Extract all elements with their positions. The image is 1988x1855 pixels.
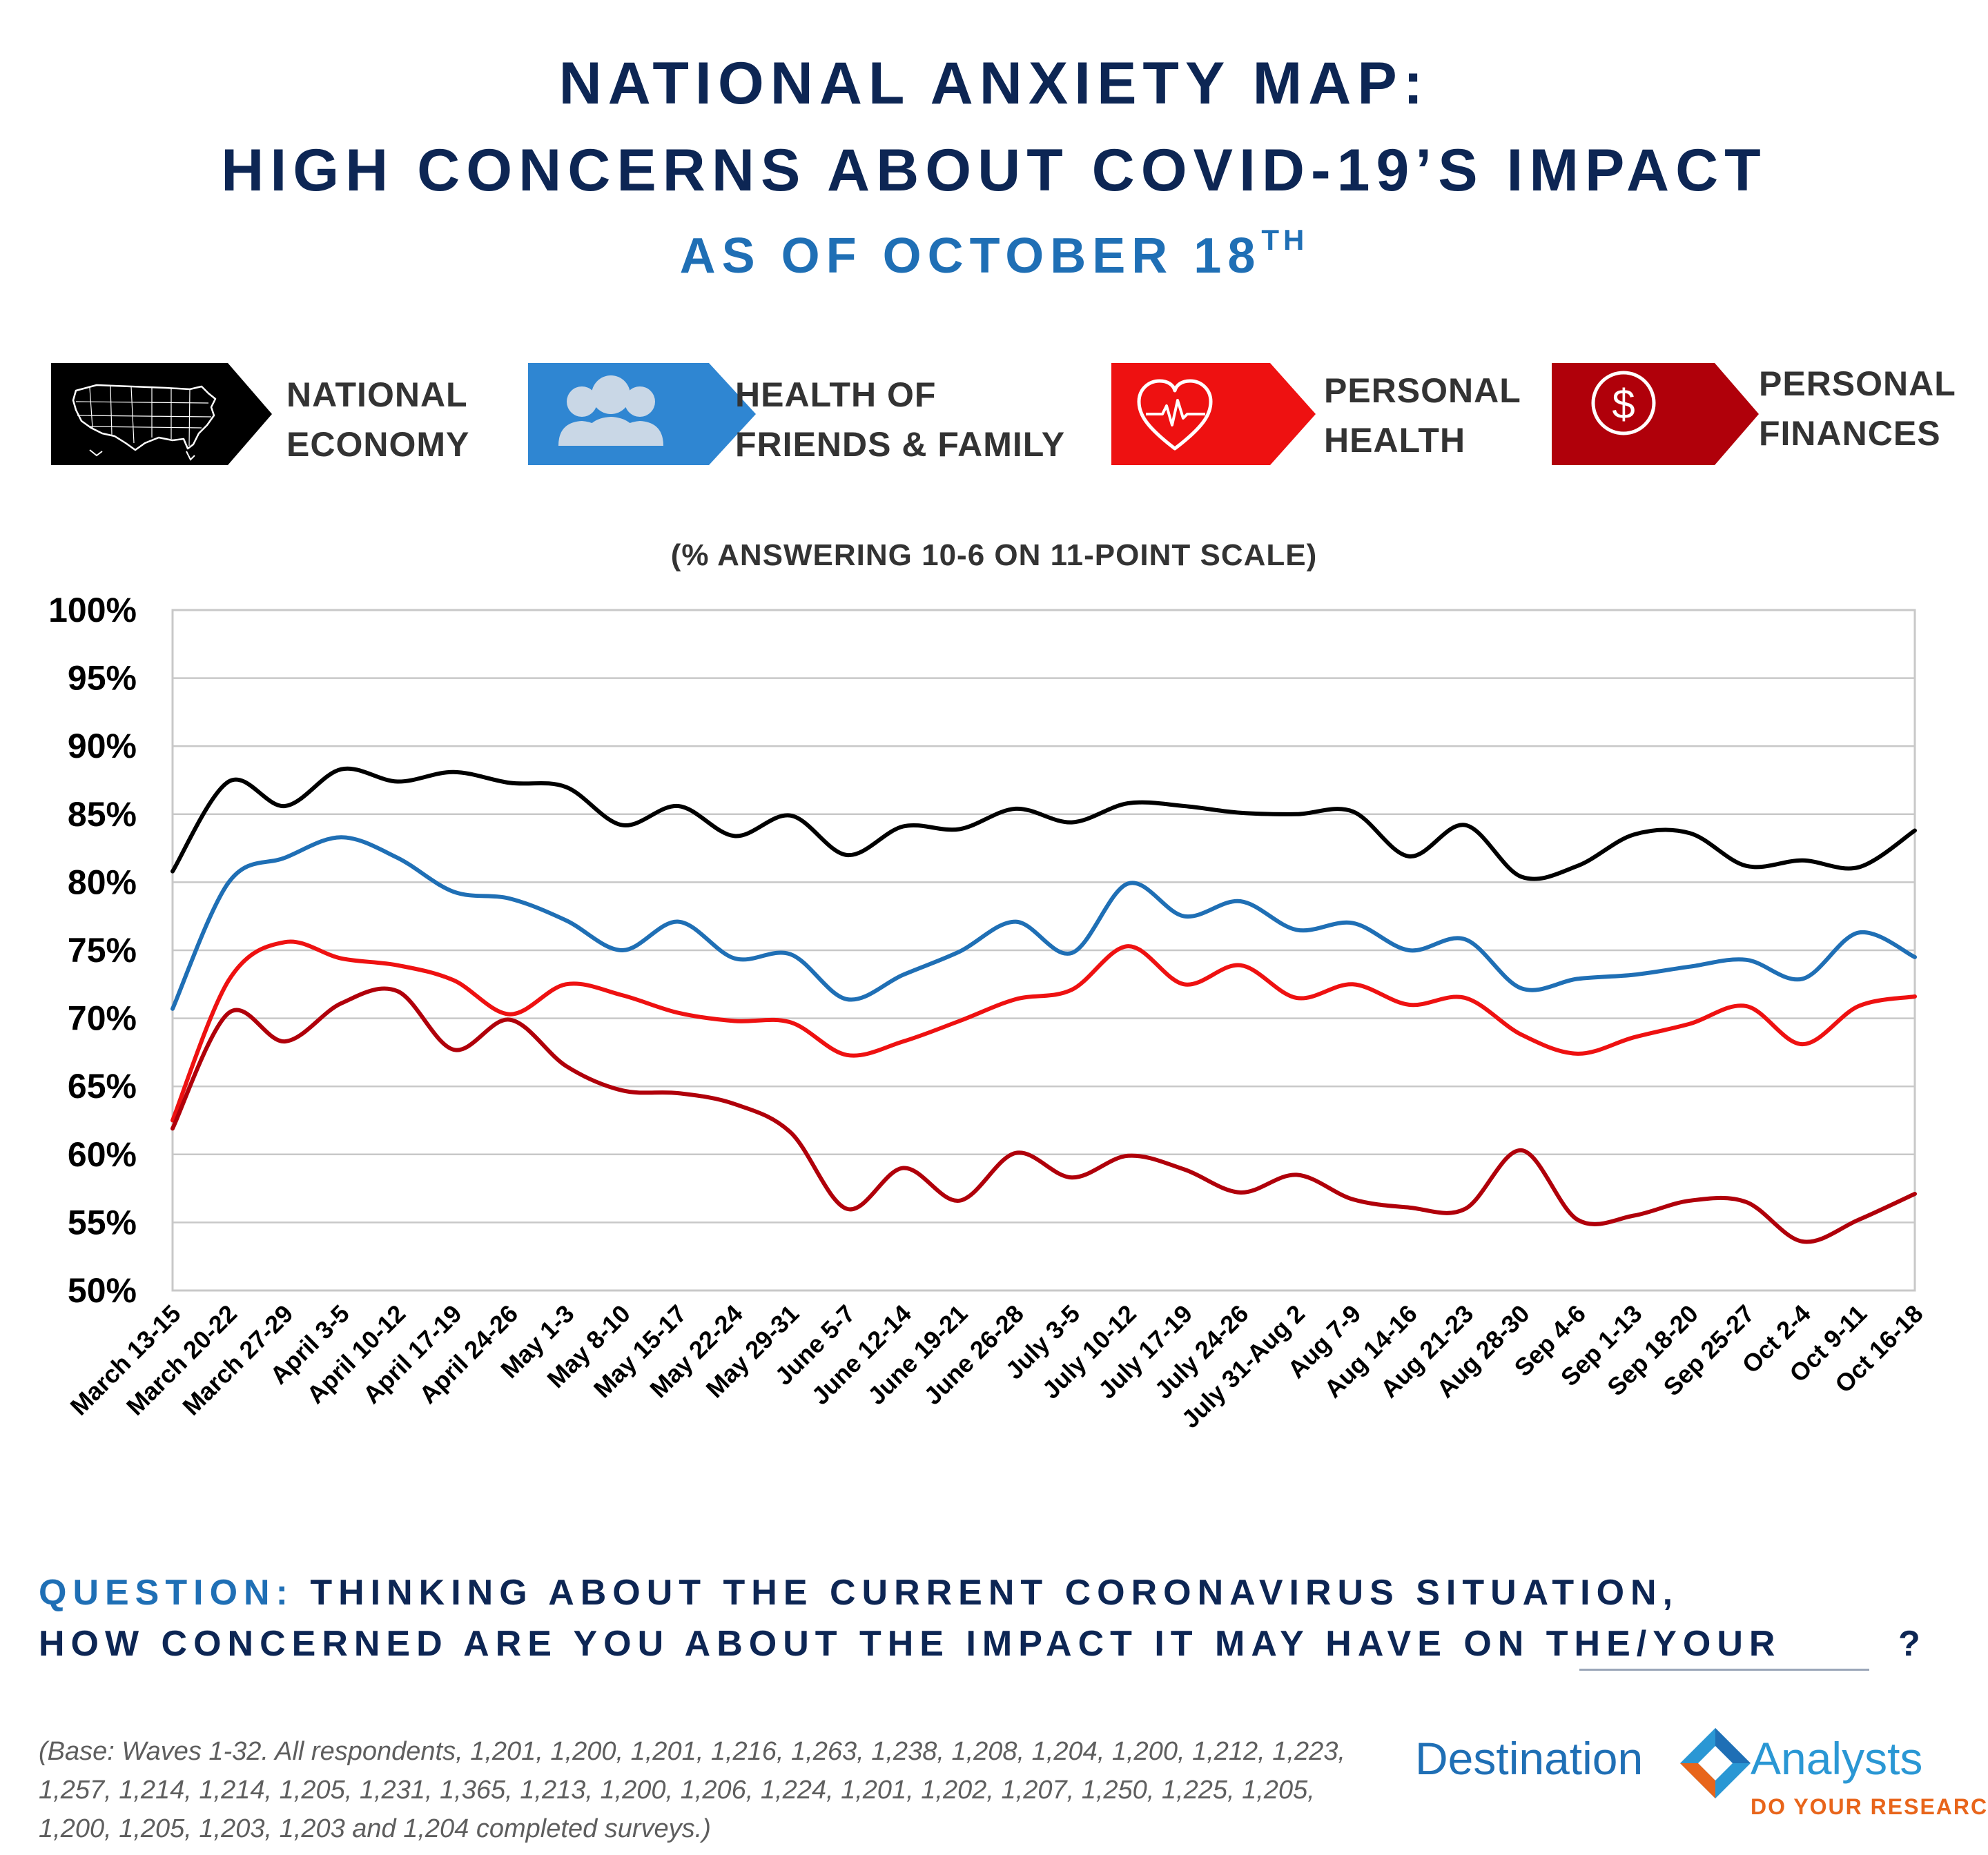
legend-label-line2: FINANCES: [1759, 414, 1941, 453]
y-tick-label: 85%: [68, 795, 137, 834]
y-tick-label: 80%: [68, 863, 137, 901]
y-tick-label: 65%: [68, 1067, 137, 1106]
title-line-3: AS OF OCTOBER 18TH: [0, 224, 1988, 284]
chart-subtitle: (% ANSWERING 10-6 ON 11-POINT SCALE): [670, 538, 1318, 572]
series-group: [170, 766, 1917, 1244]
question-line-2: HOW CONCERNED ARE YOU ABOUT THE IMPACT I…: [39, 1624, 1782, 1664]
title-line-2: HIGH CONCERNS ABOUT COVID-19’S IMPACT: [221, 137, 1767, 204]
chart-gridlines: [173, 609, 1915, 1292]
question-text-1: THINKING ABOUT THE CURRENT CORONAVIRUS S…: [310, 1573, 1679, 1613]
y-tick-label: 100%: [48, 591, 137, 629]
legend-label-line2: HEALTH: [1324, 421, 1466, 460]
heart-pulse-icon: [1111, 359, 1339, 469]
question-blank: [1579, 1669, 1869, 1671]
line-chart: 50% 55% 60% 65% 70% 75% 80% 85% 90% 95% 100% March…: [48, 591, 1929, 1434]
question-prefix: QUESTION:: [39, 1573, 294, 1613]
footnote: (Base: Waves 1-32. All respondents, 1,20…: [39, 1737, 1345, 1843]
svg-text:$: $: [1612, 381, 1635, 427]
question-line-1: QUESTION: THINKING ABOUT THE CURRENT COR…: [39, 1572, 1679, 1613]
legend-label-line1: NATIONAL: [286, 375, 468, 414]
y-tick-label: 90%: [68, 727, 137, 765]
title-date-suffix: TH: [1261, 224, 1309, 256]
y-tick-label: 55%: [68, 1203, 137, 1241]
series-line-health-of-friends-family: [170, 835, 1917, 1011]
diamond-logo-icon: [1680, 1728, 1751, 1798]
y-tick-label: 50%: [68, 1271, 137, 1310]
title-line-1: NATIONAL ANXIETY MAP:: [558, 50, 1430, 117]
us-map-icon: [48, 359, 276, 469]
logo-tagline: DO YOUR RESEARCH: [1751, 1794, 1988, 1819]
y-tick-label: 75%: [68, 931, 137, 970]
people-icon: [528, 359, 756, 469]
y-tick-label: 60%: [68, 1135, 137, 1174]
legend-label-line1: PERSONAL: [1324, 371, 1521, 410]
series-line-national-economy: [170, 766, 1917, 881]
logo-word-right: Analysts: [1751, 1733, 1923, 1784]
series-line-personal-health: [170, 939, 1917, 1123]
y-tick-label: 95%: [68, 659, 137, 698]
y-axis: 50% 55% 60% 65% 70% 75% 80% 85% 90% 95% 100%: [48, 591, 137, 1310]
legend-label-line1: HEALTH OF: [735, 375, 937, 414]
title-date: AS OF OCTOBER 18: [679, 228, 1262, 284]
legend-label-line2: FRIENDS & FAMILY: [735, 425, 1066, 464]
dollar-icon: $: [1552, 359, 1780, 469]
legend-label-line1: PERSONAL: [1759, 364, 1956, 403]
destination-analysts-logo: Destination Analysts DO YOUR RESEARCH: [1415, 1725, 1988, 1836]
y-tick-label: 70%: [68, 999, 137, 1038]
question-mark: ?: [1898, 1624, 1920, 1664]
series-line-personal-finances: [170, 986, 1917, 1244]
logo-word-left: Destination: [1415, 1733, 1644, 1784]
legend-label-line2: ECONOMY: [286, 425, 470, 464]
plot-area: [171, 609, 1916, 1292]
